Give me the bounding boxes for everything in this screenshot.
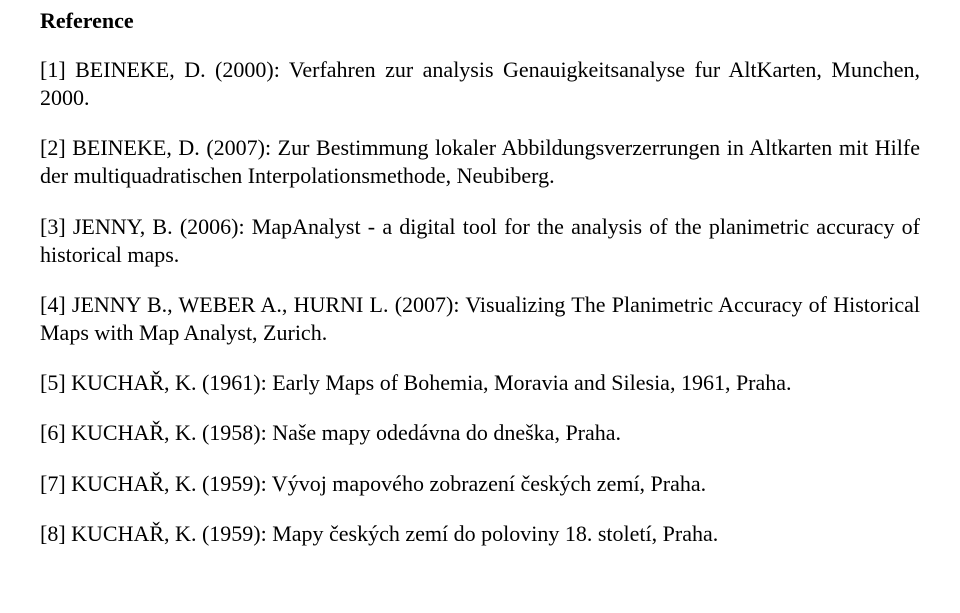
section-heading: Reference [40,8,920,34]
reference-entry: [3] JENNY, B. (2006): MapAnalyst - a dig… [40,213,920,269]
reference-entry: [5] KUCHAŘ, K. (1961): Early Maps of Boh… [40,369,920,397]
reference-entry: [6] KUCHAŘ, K. (1958): Naše mapy odedávn… [40,419,920,447]
reference-page: Reference [1] BEINEKE, D. (2000): Verfah… [0,0,960,548]
reference-entry: [1] BEINEKE, D. (2000): Verfahren zur an… [40,56,920,112]
reference-entry: [2] BEINEKE, D. (2007): Zur Bestimmung l… [40,134,920,190]
reference-entry: [4] JENNY B., WEBER A., HURNI L. (2007):… [40,291,920,347]
reference-entry: [8] KUCHAŘ, K. (1959): Mapy českých zemí… [40,520,920,548]
reference-list: [1] BEINEKE, D. (2000): Verfahren zur an… [40,56,920,548]
reference-entry: [7] KUCHAŘ, K. (1959): Vývoj mapového zo… [40,470,920,498]
